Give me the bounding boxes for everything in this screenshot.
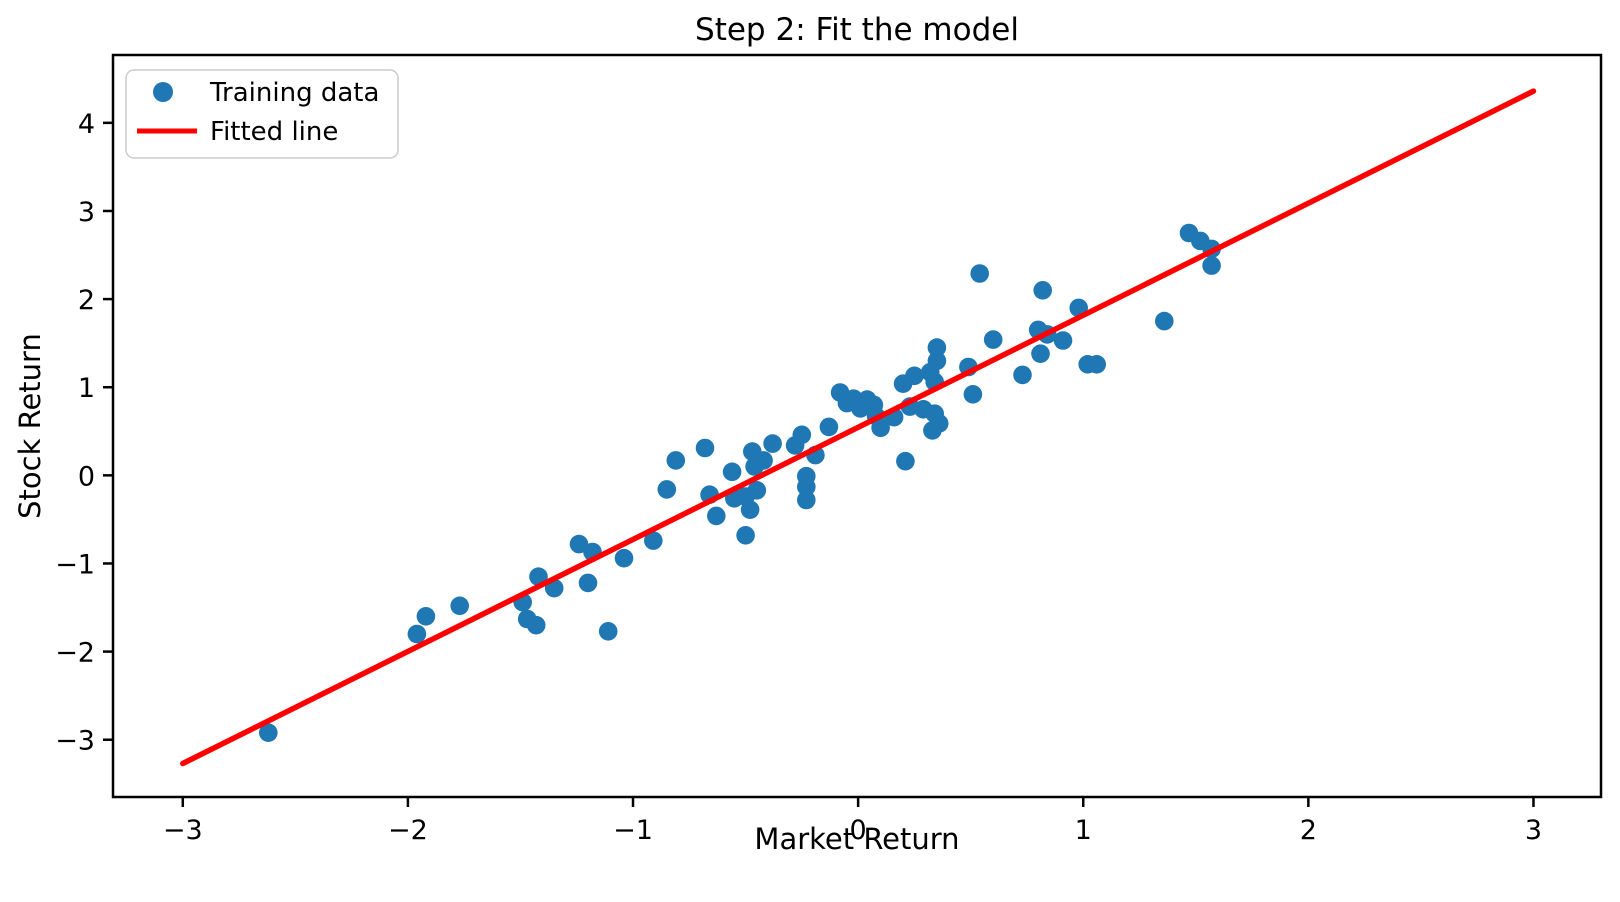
scatter-point [927, 351, 947, 371]
y-tick-label: −2 [55, 638, 95, 669]
scatter-point [644, 531, 663, 550]
chart-title: Step 2: Fit the model [695, 12, 1019, 48]
x-tick-label: −1 [613, 815, 653, 846]
scatter-point [929, 414, 949, 433]
fitted-line-series [180, 88, 1537, 767]
legend-box [125, 69, 399, 159]
scatter-point [740, 500, 760, 519]
scatter-point [1013, 365, 1032, 385]
y-axis-label: Stock Return [13, 333, 47, 519]
scatter-point [747, 481, 767, 500]
y-tick-label: 1 [78, 373, 95, 404]
scatter-point [963, 385, 983, 404]
scatter-point [578, 573, 598, 593]
y-tick-label: 4 [78, 109, 95, 140]
scatter-point [797, 490, 816, 510]
x-tick-label: −2 [388, 815, 428, 846]
scatter-point [657, 480, 677, 499]
scatter-point [1202, 256, 1221, 275]
scatter-point [896, 451, 915, 471]
scatter-point [905, 366, 924, 386]
scatter-point [259, 723, 278, 742]
scatter-point [450, 596, 470, 616]
scatter-point [707, 506, 726, 526]
scatter-point [1031, 344, 1050, 364]
legend-label-fitted-line: Fitted line [210, 117, 338, 147]
scatter-point [797, 477, 816, 497]
y-tick-label: 3 [78, 197, 95, 228]
scatter-point [1087, 355, 1106, 374]
y-tick-label: −1 [55, 549, 95, 580]
y-tick-label: 0 [78, 461, 95, 492]
scatter-point [614, 548, 634, 568]
scatter-point [1155, 311, 1174, 331]
y-tick-label: 2 [78, 285, 95, 316]
scatter-point [792, 425, 812, 445]
x-tick-label: 1 [1075, 815, 1092, 846]
scatter-point [736, 526, 755, 545]
x-axis-label: Market Return [754, 822, 959, 856]
scatter-point [970, 264, 989, 283]
x-tick-label: 2 [1300, 815, 1317, 846]
scatter-point [407, 624, 427, 644]
scatter-point [598, 622, 618, 641]
legend: Training data Fitted line [125, 69, 399, 159]
y-tick-label: −3 [55, 726, 95, 757]
scatter-point [927, 338, 947, 357]
training-data-series [259, 223, 1221, 742]
x-tick-label: 3 [1525, 815, 1542, 846]
fitted-line [180, 88, 1537, 767]
scatter-point [695, 438, 715, 458]
scatter-point [722, 462, 742, 482]
axis-ticks: −3 −2 −1 0 1 2 3 −3 −2 −1 0 1 2 3 4 [55, 109, 1542, 846]
scatter-point [569, 534, 589, 554]
scatter-point [666, 451, 686, 470]
scatter-point [983, 330, 1003, 349]
scatter-point [526, 615, 546, 635]
scatter-point [754, 451, 773, 470]
x-tick-label: 0 [850, 815, 867, 846]
x-tick-label: −3 [163, 815, 203, 846]
legend-label-training-data: Training data [209, 78, 379, 108]
scatter-point [871, 418, 890, 438]
scatter-point [1033, 281, 1052, 300]
legend-training-data-marker-icon [153, 82, 173, 102]
scatter-point [1053, 331, 1073, 350]
scatter-point [819, 417, 839, 437]
scatter-point [416, 607, 436, 626]
scatter-point [763, 434, 782, 453]
